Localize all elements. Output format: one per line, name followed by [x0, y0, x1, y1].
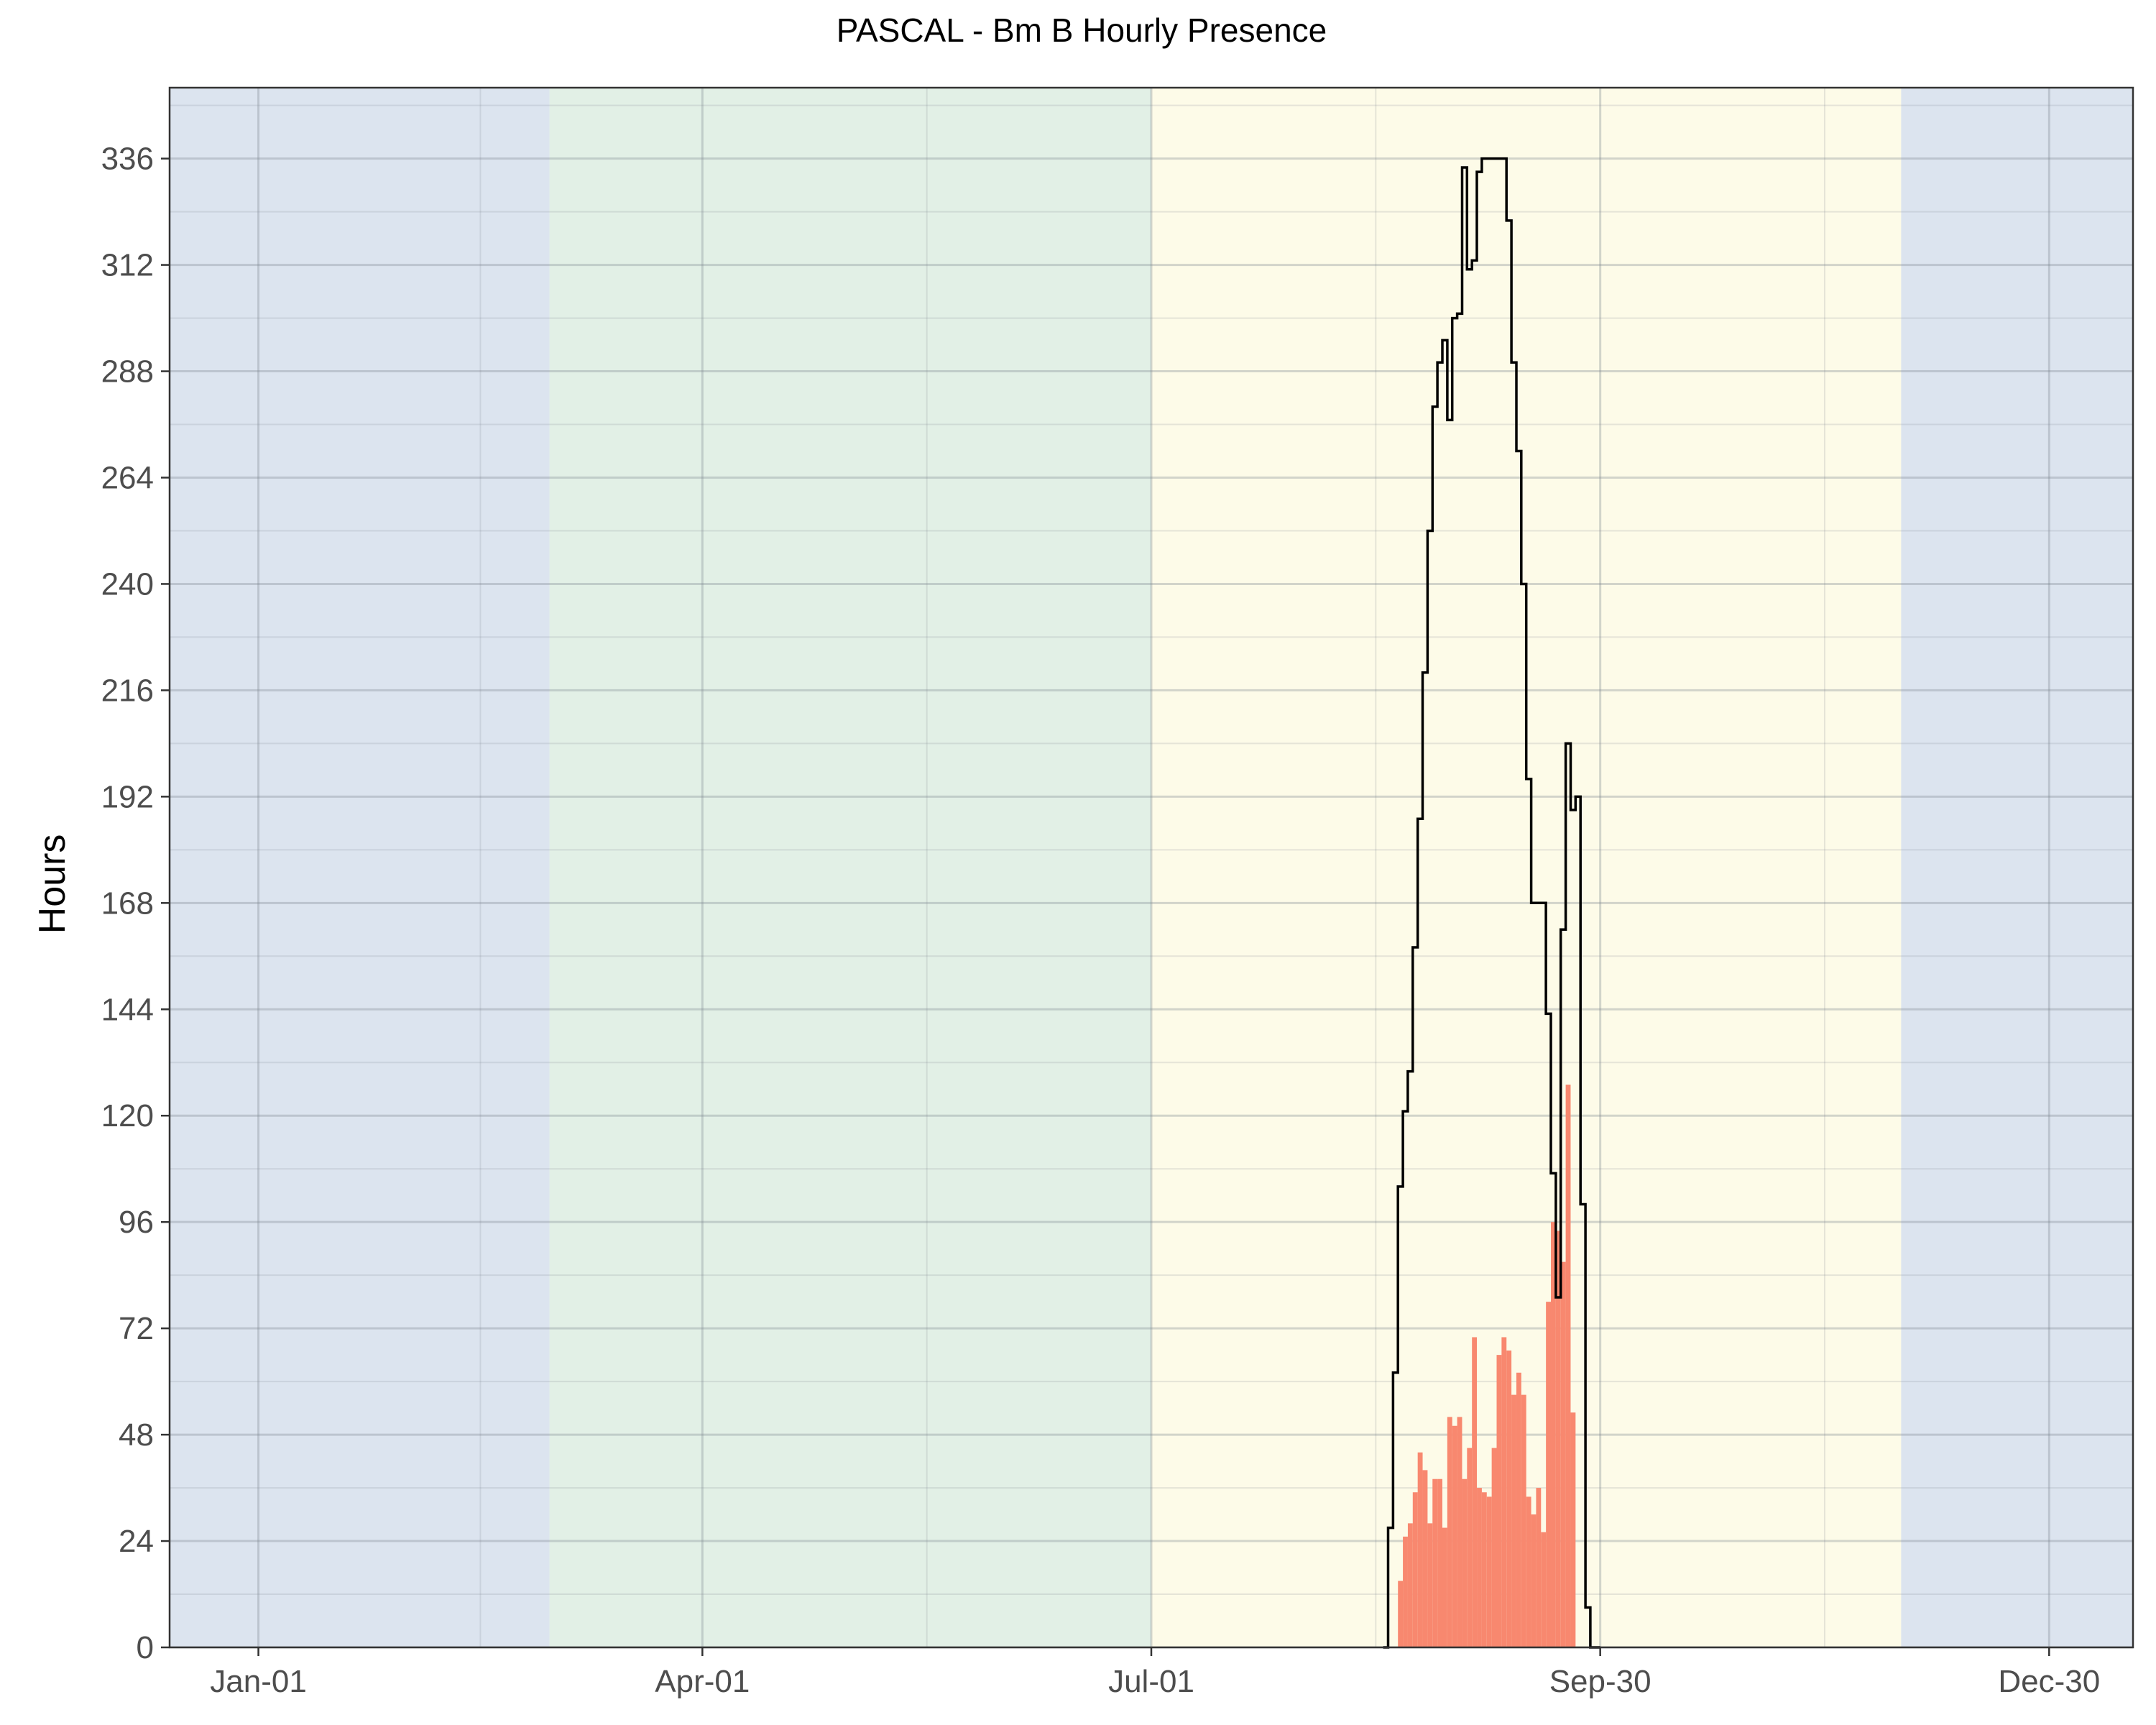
x-axis: Jan-01 Apr-01 Jul-01 Sep-30 Dec-30 [210, 1647, 2100, 1699]
season-band-winter [170, 88, 550, 1647]
daily-hours-bar [1506, 1350, 1512, 1647]
y-tick-label: 24 [119, 1524, 154, 1559]
daily-hours-bar [1452, 1425, 1457, 1647]
season-band-winter [1901, 88, 2133, 1647]
daily-hours-bar [1496, 1355, 1502, 1647]
daily-hours-bar [1516, 1372, 1521, 1647]
daily-hours-bar [1432, 1478, 1438, 1647]
daily-hours-bar [1477, 1488, 1482, 1647]
daily-hours-bar [1565, 1085, 1571, 1647]
daily-hours-bar [1570, 1412, 1576, 1647]
season-band-spring [549, 88, 1151, 1647]
daily-hours-bar [1521, 1394, 1526, 1647]
y-axis-title: Hours [32, 834, 73, 934]
daily-hours-bar [1427, 1523, 1433, 1647]
daily-hours-bar [1491, 1448, 1497, 1647]
daily-hours-bar [1526, 1496, 1531, 1647]
y-tick-label: 168 [101, 886, 154, 921]
daily-hours-bar [1447, 1417, 1452, 1647]
daily-hours-bar [1546, 1302, 1552, 1647]
y-tick-label: 96 [119, 1205, 154, 1240]
daily-hours-bar [1555, 1230, 1561, 1647]
daily-hours-bar [1511, 1394, 1516, 1647]
y-tick-label: 120 [101, 1098, 154, 1133]
x-tick-label: Jul-01 [1108, 1664, 1194, 1699]
daily-hours-bar [1481, 1492, 1487, 1647]
y-tick-label: 288 [101, 354, 154, 390]
daily-hours-bar [1407, 1523, 1413, 1647]
daily-hours-bar [1462, 1478, 1468, 1647]
grid-lines [170, 88, 2133, 1649]
x-tick-label: Jan-01 [210, 1664, 307, 1699]
daily-hours-bar [1403, 1536, 1408, 1647]
daily-hours-bar [1442, 1527, 1447, 1647]
x-tick-label: Sep-30 [1549, 1664, 1651, 1699]
daily-hours-bar [1486, 1496, 1492, 1647]
daily-hours-bar [1536, 1488, 1542, 1647]
daily-hours-bar [1457, 1417, 1462, 1647]
season-band-summer [1151, 88, 1902, 1647]
y-tick-label: 216 [101, 673, 154, 708]
chart-title: PASCAL - Bm B Hourly Presence [837, 12, 1327, 49]
daily-hours-bars [1398, 1085, 1576, 1647]
x-tick-label: Apr-01 [655, 1664, 750, 1699]
daily-hours-bar [1467, 1448, 1473, 1647]
y-tick-label: 72 [119, 1311, 154, 1346]
daily-hours-bar [1417, 1452, 1423, 1647]
y-tick-label: 264 [101, 461, 154, 496]
y-tick-label: 312 [101, 248, 154, 283]
daily-hours-bar [1541, 1532, 1547, 1647]
y-tick-label: 336 [101, 142, 154, 177]
season-bands [170, 88, 2133, 1647]
rolling-total-line [1383, 157, 1600, 1649]
rolling-total-step-line [1383, 157, 1600, 1649]
daily-hours-bar [1560, 1261, 1566, 1647]
y-tick-label: 0 [137, 1630, 154, 1665]
daily-hours-bar [1472, 1337, 1478, 1647]
daily-hours-bar [1437, 1478, 1442, 1647]
daily-hours-bar [1551, 1222, 1556, 1647]
x-tick-label: Dec-30 [1998, 1664, 2100, 1699]
daily-hours-bar [1531, 1514, 1537, 1647]
y-tick-label: 48 [119, 1417, 154, 1453]
y-axis: 0 24 48 72 96 120 144 168 192 216 240 264 288 312 336 [101, 142, 170, 1665]
y-tick-label: 240 [101, 566, 154, 602]
daily-hours-bar [1501, 1337, 1507, 1647]
y-tick-label: 144 [101, 992, 154, 1027]
y-tick-label: 192 [101, 779, 154, 814]
daily-hours-bar [1422, 1470, 1428, 1647]
daily-hours-bar [1398, 1581, 1404, 1647]
daily-hours-bar [1412, 1492, 1418, 1647]
